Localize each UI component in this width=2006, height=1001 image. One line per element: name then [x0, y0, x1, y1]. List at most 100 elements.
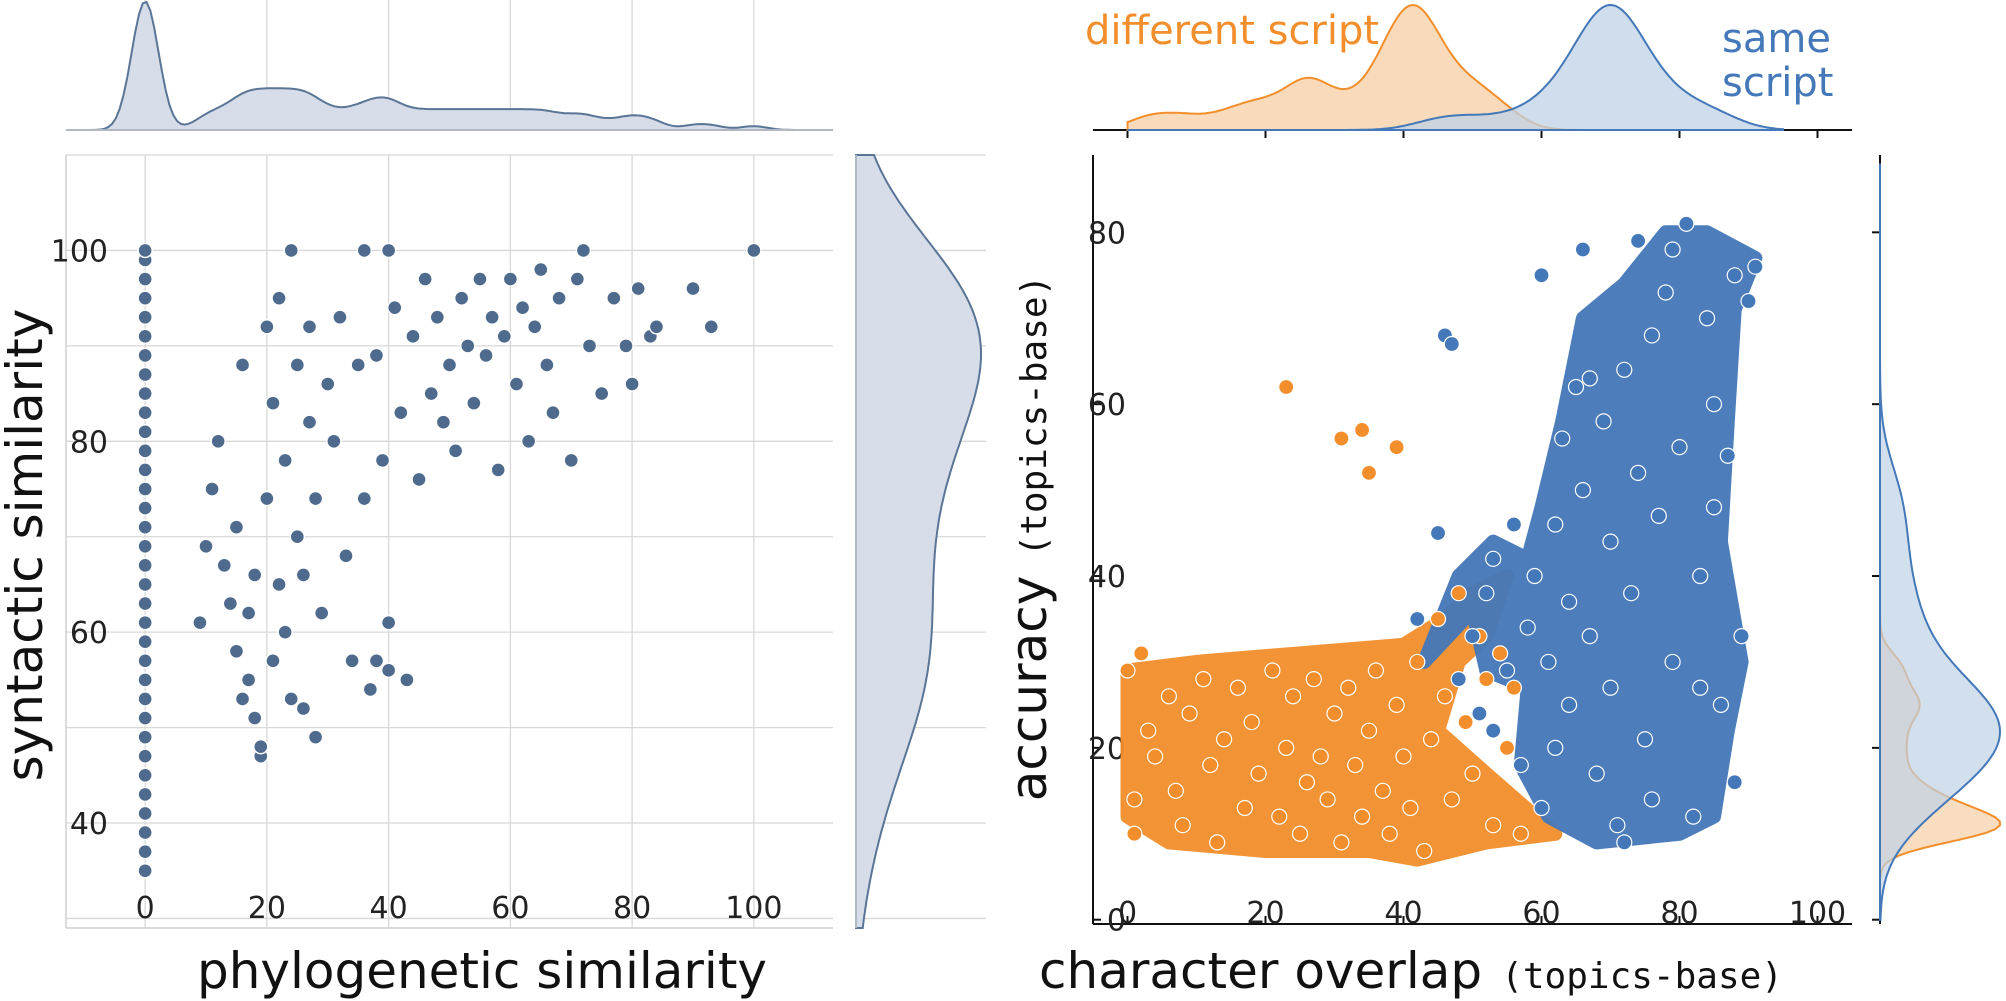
right-point-different-script — [1436, 688, 1454, 705]
right-point-same-script — [1429, 524, 1447, 542]
right-point-same-script — [1692, 679, 1709, 696]
left-y-axis-label: syntactic similarity — [0, 309, 54, 782]
right-point-same-script — [1629, 232, 1647, 250]
right-point-same-script — [1554, 430, 1571, 447]
left-scatter-point — [478, 347, 494, 364]
left-scatter-point — [137, 824, 153, 841]
right-point-different-script — [1464, 765, 1481, 782]
left-scatter-point — [137, 481, 153, 497]
left-scatter-point — [137, 863, 153, 879]
left-scatter-point — [435, 414, 452, 430]
right-right-density-same-script — [1879, 163, 2002, 921]
left-scatter-point — [399, 672, 415, 688]
left-scatter-point — [624, 376, 640, 392]
left-y-tick-label: 60 — [70, 616, 108, 651]
right-x-tick-label: 0 — [1118, 896, 1137, 931]
left-scatter-point — [356, 242, 372, 259]
left-scatter-point — [137, 843, 153, 860]
right-point-different-script — [1278, 378, 1295, 396]
left-scatter-point — [685, 280, 701, 297]
left-scatter-point — [137, 404, 153, 421]
left-scatter-point — [234, 357, 251, 373]
right-point-different-script — [1126, 825, 1143, 842]
left-scatter-point — [137, 805, 153, 822]
right-point-same-script — [1726, 774, 1743, 791]
left-scatter-point — [216, 557, 232, 574]
right-x-tick-label: 80 — [1660, 896, 1698, 931]
right-x-axis-label-mono: (topics-base) — [1501, 956, 1783, 997]
right-y-axis-label-text: accuracy — [1000, 576, 1058, 802]
right-point-different-script — [1498, 739, 1516, 756]
right-point-different-script — [1422, 731, 1440, 748]
right-point-different-script — [1450, 585, 1467, 602]
right-point-same-script — [1547, 739, 1564, 756]
right-point-different-script — [1395, 748, 1412, 765]
right-x-axis-label-text: character overlap — [1039, 942, 1482, 1000]
left-scatter-point — [301, 319, 318, 335]
left-scatter-point — [271, 290, 287, 306]
left-scatter-point — [283, 242, 299, 259]
left-scatter-point — [496, 328, 512, 345]
left-right-density-curve — [855, 154, 982, 929]
right-point-different-script — [1443, 791, 1460, 808]
left-scatter-point — [545, 404, 561, 421]
left-scatter-point — [240, 672, 257, 688]
left-scatter-point — [618, 338, 634, 354]
right-top-marginal-density — [1093, 3, 1852, 138]
right-point-same-script — [1678, 215, 1695, 232]
right-point-different-script — [1291, 825, 1309, 842]
right-point-different-script — [1119, 662, 1136, 679]
right-point-same-script — [1705, 499, 1723, 516]
left-scatter-point — [137, 424, 153, 440]
right-point-different-script — [1353, 421, 1371, 439]
left-scatter-point — [137, 672, 153, 688]
right-point-different-script — [1140, 722, 1157, 739]
right-point-same-script — [1705, 396, 1723, 413]
left-scatter-point — [259, 490, 275, 507]
right-point-same-script — [1643, 791, 1661, 808]
left-scatter-point — [265, 395, 281, 411]
right-point-same-script — [1498, 662, 1516, 679]
left-scatter-point — [137, 242, 153, 259]
right-point-different-script — [1388, 696, 1405, 713]
left-scatter-point — [137, 538, 153, 554]
left-scatter-point — [228, 519, 245, 535]
left-x-tick-label: 20 — [248, 891, 286, 926]
left-scatter-point — [606, 290, 622, 306]
legend-different-script: different script — [1085, 8, 1379, 54]
right-point-same-script — [1636, 731, 1654, 748]
left-scatter-point — [210, 433, 226, 449]
right-point-different-script — [1485, 817, 1502, 834]
left-scatter-point — [551, 290, 567, 306]
left-scatter-point — [429, 309, 446, 325]
left-scatter-point — [295, 700, 312, 717]
left-scatter-point — [380, 614, 397, 631]
right-point-same-script — [1623, 585, 1640, 602]
right-point-same-script — [1588, 765, 1605, 782]
left-scatter-point — [313, 605, 330, 621]
right-point-different-script — [1174, 817, 1191, 834]
right-x-tick-label: 20 — [1246, 896, 1284, 931]
right-point-different-script — [1160, 688, 1178, 705]
left-scatter-point — [277, 624, 293, 640]
right-point-same-script — [1595, 413, 1612, 430]
right-y-tick-label: 80 — [1088, 216, 1126, 251]
right-point-same-script — [1712, 696, 1730, 713]
left-scatter-point — [259, 319, 275, 335]
left-scatter-point — [539, 357, 555, 373]
left-scatter-point — [137, 748, 153, 764]
left-scatter-point — [307, 729, 324, 745]
right-point-same-script — [1547, 516, 1564, 533]
left-scatter-point — [307, 490, 324, 507]
left-scatter-point — [137, 691, 153, 707]
left-scatter-point — [320, 376, 336, 392]
left-x-tick-label: 60 — [491, 891, 529, 926]
right-point-same-script — [1540, 653, 1557, 671]
right-point-same-script — [1478, 585, 1495, 602]
right-point-same-script — [1698, 310, 1716, 327]
left-scatter-point — [362, 681, 379, 698]
right-point-same-script — [1616, 834, 1633, 851]
right-point-different-script — [1505, 679, 1523, 696]
left-scatter-point — [137, 595, 153, 612]
left-scatter-point — [137, 710, 153, 726]
